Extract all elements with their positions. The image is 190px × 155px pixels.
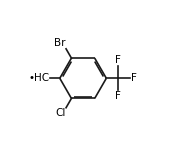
Text: F: F: [115, 55, 121, 65]
Text: F: F: [131, 73, 137, 83]
Text: Cl: Cl: [55, 108, 65, 118]
Text: F: F: [115, 91, 121, 101]
Text: •HC: •HC: [28, 73, 50, 83]
Text: Br: Br: [54, 38, 65, 48]
